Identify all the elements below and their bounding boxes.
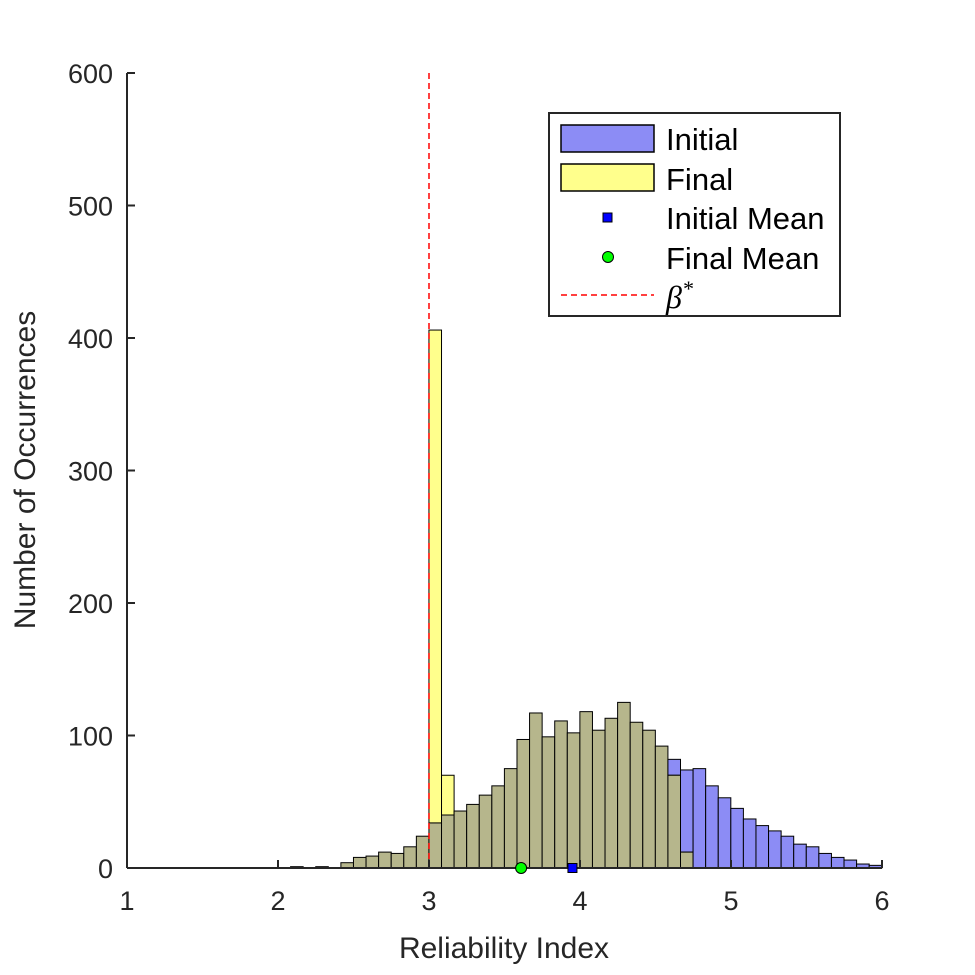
legend-label-beta: β* — [665, 276, 693, 315]
legend-label-final: Final — [666, 162, 733, 197]
histogram-bar-overlap — [441, 814, 455, 869]
x-tick-label: 2 — [270, 886, 285, 916]
histogram-bar-overlap — [390, 852, 405, 869]
histogram-bar-excess — [780, 835, 795, 869]
legend-label-initial: Initial — [666, 122, 738, 157]
final-mean-marker — [515, 862, 528, 874]
x-tick-label: 4 — [572, 886, 587, 916]
histogram-bar-overlap — [466, 803, 480, 869]
histogram-bar-overlap — [566, 732, 581, 869]
x-tick-label: 5 — [723, 886, 738, 916]
histogram-bar-overlap — [629, 721, 644, 869]
legend-label-final-mean: Final Mean — [666, 241, 819, 276]
legend-label-initial-mean: Initial Mean — [666, 201, 825, 236]
y-tick-label: 400 — [68, 324, 113, 354]
histogram-bar-overlap — [516, 738, 531, 869]
mean-markers — [515, 862, 578, 874]
histogram-bars — [290, 329, 883, 869]
histogram-bar-overlap — [554, 720, 568, 869]
x-tick-label: 6 — [874, 886, 889, 916]
legend-marker-initial-mean — [602, 212, 613, 223]
histogram-bar-overlap — [453, 810, 468, 869]
histogram-bar-excess — [667, 758, 682, 776]
legend-swatch-initial — [560, 124, 655, 153]
histogram-bar-overlap — [591, 729, 606, 869]
histogram-bar-overlap — [378, 851, 392, 869]
histogram-bar-excess — [705, 785, 719, 869]
histogram-bar-overlap — [529, 712, 543, 869]
y-tick-label: 300 — [68, 457, 113, 487]
histogram-bar-excess — [805, 846, 820, 869]
histogram-bar-excess — [441, 774, 455, 816]
histogram-bar-overlap — [478, 794, 493, 869]
histogram-bar-excess — [755, 825, 770, 869]
y-tick-label: 0 — [98, 854, 113, 884]
legend-marker-final-mean — [602, 251, 614, 263]
x-tick-label: 1 — [119, 886, 134, 916]
histogram-bar-overlap — [579, 711, 593, 869]
histogram-bar-excess — [717, 797, 732, 869]
beta-superscript: * — [682, 276, 693, 301]
initial-mean-marker — [567, 863, 578, 873]
histogram-bar-excess — [730, 807, 744, 869]
y-tick-label: 600 — [68, 59, 113, 89]
histogram-bar-overlap — [604, 717, 619, 869]
histogram-bar-excess — [692, 768, 707, 869]
histogram-bar-overlap — [491, 785, 505, 869]
histogram-bar-overlap — [428, 822, 443, 869]
y-tick-label: 100 — [68, 722, 113, 752]
y-axis-label: Number of Occurrences — [9, 311, 42, 629]
histogram-bar-overlap — [415, 835, 430, 869]
y-tick-label: 200 — [68, 589, 113, 619]
histogram-bar-excess — [428, 329, 443, 824]
beta-symbol: β — [665, 279, 682, 315]
histogram-bar-excess — [830, 856, 845, 869]
histogram-bar-overlap — [642, 729, 656, 869]
histogram-bar-overlap — [365, 855, 380, 869]
histogram-bar-overlap — [680, 851, 694, 869]
histogram-bar-excess — [843, 859, 858, 869]
x-ticks: 1 2 3 4 5 6 — [119, 860, 890, 916]
histogram-bar-overlap — [654, 745, 669, 869]
histogram-bar-excess — [793, 843, 807, 869]
histogram-bar-excess — [818, 852, 832, 869]
legend: Initial Final Initial Mean Final Mean β* — [548, 112, 841, 317]
histogram-bar-overlap — [541, 736, 556, 869]
x-axis-label: Reliability Index — [399, 932, 609, 965]
histogram-bar-overlap — [503, 768, 518, 869]
x-tick-label: 3 — [421, 886, 436, 916]
histogram-bar-excess — [768, 830, 782, 869]
y-tick-label: 500 — [68, 192, 113, 222]
y-ticks: 0 100 200 300 400 500 600 — [68, 59, 135, 884]
histogram-bar-overlap — [667, 774, 682, 869]
histogram-bar-overlap — [352, 856, 367, 869]
histogram-bar-excess — [742, 818, 757, 869]
legend-swatch-final — [560, 163, 655, 192]
histogram-bar-overlap — [403, 846, 417, 869]
histogram-bar-excess — [680, 769, 694, 853]
histogram-bar-overlap — [617, 701, 631, 869]
